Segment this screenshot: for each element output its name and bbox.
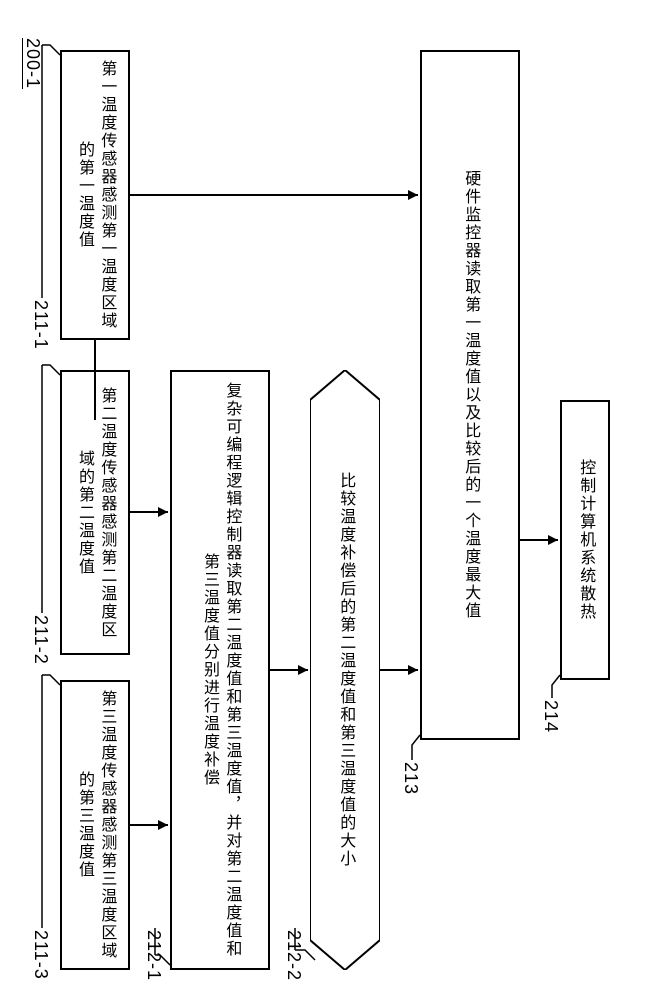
node-212-1: 复杂可编程逻辑控制器读取第二温度值和第三温度值，并对第二温度值和第三温度值分别进… [170, 370, 270, 970]
node-213-text: 硬件监控器读取第一温度值以及比较后的一个温度最大值 [459, 170, 481, 620]
callout-212-2: 212-2 [283, 930, 304, 981]
node-212-2-text: 比较温度补偿后的第二温度值和第三温度值的大小 [330, 466, 360, 874]
node-214: 控制计算机系统散热 [560, 400, 610, 680]
callout-211-1: 211-1 [30, 300, 51, 350]
callout-211-2: 211-2 [30, 615, 51, 665]
node-211-3: 第三温度传感器感测第三温度区域的第三温度值 [60, 680, 130, 970]
node-211-2-text: 第二温度传感器感测第二温度区域的第二温度值 [73, 378, 118, 647]
node-211-1-text: 第一温度传感器感测第一温度区域的第一温度值 [73, 58, 118, 332]
diagram-id-label: 200-1 [22, 38, 43, 89]
node-211-1: 第一温度传感器感测第一温度区域的第一温度值 [60, 50, 130, 340]
callout-214: 214 [540, 700, 561, 733]
flowchart-canvas: 200-1 第一温度传感器感测第一温度区域的第一温度值 第二温度传感器感测第二温… [0, 0, 664, 1000]
node-212-2: 比较温度补偿后的第二温度值和第三温度值的大小 [310, 370, 380, 970]
callout-213: 213 [400, 762, 421, 795]
callout-211-3: 211-3 [30, 930, 51, 980]
node-211-2: 第二温度传感器感测第二温度区域的第二温度值 [60, 370, 130, 655]
node-212-1-text: 复杂可编程逻辑控制器读取第二温度值和第三温度值，并对第二温度值和第三温度值分别进… [198, 378, 243, 962]
callout-212-1: 212-1 [143, 930, 164, 981]
node-214-text: 控制计算机系统散热 [574, 459, 596, 621]
node-213: 硬件监控器读取第一温度值以及比较后的一个温度最大值 [420, 50, 520, 740]
node-211-3-text: 第三温度传感器感测第三温度区域的第三温度值 [73, 688, 118, 962]
